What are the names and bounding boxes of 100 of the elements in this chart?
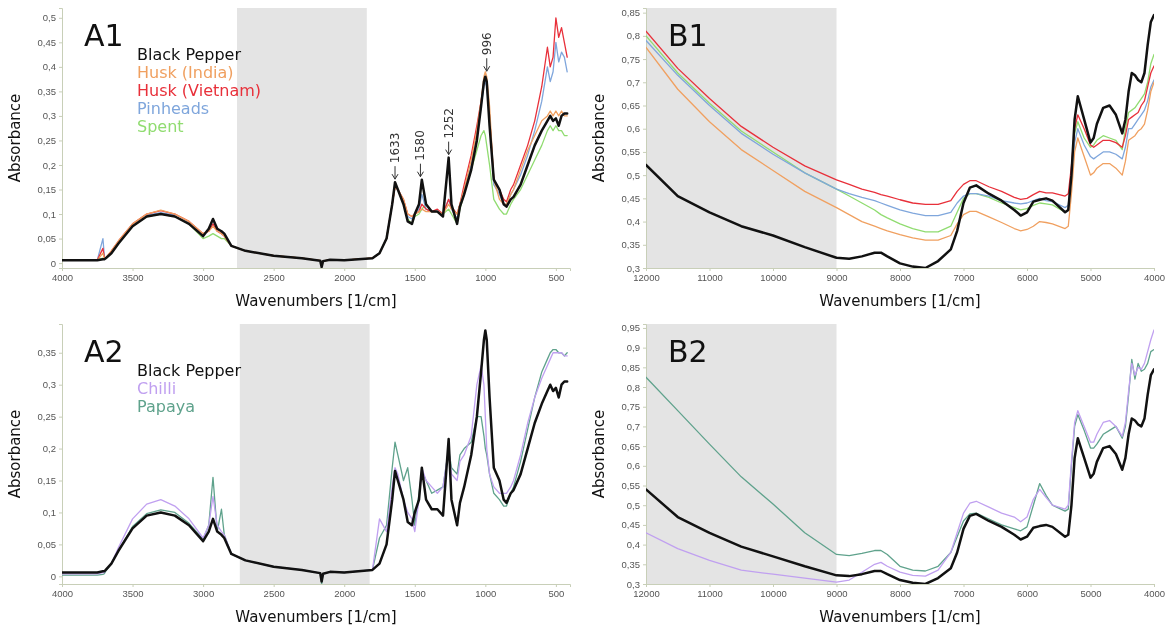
y-tick-label: 0,35	[621, 558, 640, 570]
y-tick-label: 0	[50, 570, 56, 582]
x-tick-label: 1000	[475, 271, 497, 283]
x-tick-label: 10000	[760, 271, 787, 283]
x-tick-label: 3000	[193, 271, 215, 283]
y-tick-label: 0,3	[626, 578, 640, 590]
y-tick-label: 0,55	[621, 146, 640, 158]
x-tick-label: 1500	[404, 587, 426, 599]
y-tick-label: 0,75	[621, 53, 640, 65]
y-axis-title: Absorbance	[6, 93, 24, 183]
annotation: 1580	[413, 130, 428, 161]
x-axis-title: Wavenumbers [1/cm]	[235, 608, 397, 626]
x-axis-title: Wavenumbers [1/cm]	[819, 292, 981, 310]
y-tick-label: 0,05	[37, 233, 56, 245]
y-tick-label: 0,85	[621, 7, 640, 19]
x-tick-label: 8000	[889, 587, 912, 599]
text: Pinheads	[137, 99, 210, 118]
y-tick-label: 0,4	[42, 61, 56, 73]
x-tick-label: 6000	[1016, 271, 1039, 283]
y-tick-label: 0,35	[621, 239, 640, 251]
text: Black Pepper	[137, 45, 242, 64]
y-tick-label: 0,3	[42, 379, 56, 391]
x-tick-label: 1500	[404, 271, 426, 283]
y-tick-label: 0,6	[626, 123, 640, 135]
y-tick-label: 0,1	[42, 506, 56, 518]
x-tick-label: 3500	[122, 587, 144, 599]
text: Black Pepper	[137, 361, 242, 380]
annotation: 1633	[388, 132, 403, 164]
x-tick-label: 11000	[697, 587, 723, 599]
text: Husk (Vietnam)	[137, 81, 262, 100]
y-tick-label: 0,5	[626, 499, 640, 511]
x-tick-label: 1000	[475, 587, 497, 599]
x-tick-label: 2500	[263, 271, 285, 283]
y-tick-label: 0,45	[621, 192, 640, 204]
annotation: 996	[479, 32, 494, 56]
y-tick-label: 0,9	[626, 342, 640, 354]
x-tick-label: 4000	[1143, 271, 1166, 283]
y-tick-label: 0	[50, 257, 56, 269]
y-axis-title: Absorbance	[590, 409, 608, 499]
y-tick-label: 0,4	[626, 539, 640, 551]
y-tick-label: 0,25	[37, 134, 56, 146]
chart-title: A2	[84, 334, 124, 369]
y-tick-label: 0,5	[42, 12, 56, 24]
x-tick-label: 8000	[889, 271, 912, 283]
x-tick-label: 4000	[51, 271, 74, 283]
text: Spent	[137, 117, 184, 136]
x-tick-label: 9000	[826, 587, 848, 599]
chart-title: A1	[84, 18, 124, 53]
x-tick-label: 2000	[334, 587, 356, 599]
y-tick-label: 0,05	[37, 538, 56, 550]
x-tick-label: 5000	[1080, 271, 1102, 283]
y-tick-label: 0,3	[626, 262, 640, 274]
x-tick-label: 3000	[193, 587, 215, 599]
x-tick-label: 500	[548, 587, 565, 599]
y-tick-label: 0,85	[621, 361, 640, 373]
x-tick-label: 2500	[263, 587, 285, 599]
y-tick-label: 0,5	[626, 169, 640, 181]
y-tick-label: 0,8	[626, 30, 640, 42]
y-tick-label: 0,15	[37, 184, 56, 196]
y-tick-label: 0,75	[621, 401, 640, 413]
text: Papaya	[137, 397, 195, 416]
y-tick-label: 0,95	[621, 322, 640, 334]
y-tick-label: 0,4	[626, 216, 640, 228]
text: Husk (India)	[137, 63, 234, 82]
x-tick-label: 500	[548, 271, 565, 283]
y-tick-label: 0,7	[626, 420, 640, 432]
y-tick-label: 0,35	[37, 347, 56, 359]
y-tick-label: 0,15	[37, 475, 56, 487]
x-tick-label: 2000	[334, 271, 356, 283]
x-tick-label: 7000	[953, 587, 975, 599]
chart-title: B1	[668, 18, 708, 53]
y-axis-title: Absorbance	[6, 409, 24, 499]
x-tick-label: 10000	[760, 587, 787, 599]
x-tick-label: 7000	[953, 271, 975, 283]
x-tick-label: 3500	[122, 271, 144, 283]
x-tick-label: 6000	[1016, 587, 1039, 599]
y-tick-label: 0,45	[37, 36, 56, 48]
y-tick-label: 0,2	[42, 159, 56, 171]
text: Chilli	[137, 379, 177, 398]
y-tick-label: 0,1	[42, 208, 56, 220]
y-axis-title: Absorbance	[590, 93, 608, 183]
x-tick-label: 9000	[826, 271, 848, 283]
chart-title: B2	[668, 334, 708, 369]
y-tick-label: 0,45	[621, 519, 640, 531]
y-tick-label: 0,3	[42, 110, 56, 122]
x-tick-label: 4000	[51, 587, 74, 599]
y-tick-label: 0,8	[626, 381, 640, 393]
y-tick-label: 0,35	[37, 85, 56, 97]
x-tick-label: 5000	[1080, 587, 1102, 599]
x-axis-title: Wavenumbers [1/cm]	[235, 292, 397, 310]
annotation: 1252	[441, 108, 456, 139]
x-tick-label: 11000	[697, 271, 723, 283]
y-tick-label: 0,65	[621, 100, 640, 112]
y-tick-label: 0,7	[626, 76, 640, 88]
y-tick-label: 0,25	[37, 411, 56, 423]
y-tick-label: 0,55	[621, 480, 640, 492]
x-tick-label: 4000	[1143, 587, 1166, 599]
y-tick-label: 0,65	[621, 440, 640, 452]
y-tick-label: 0,2	[42, 443, 56, 455]
x-axis-title: Wavenumbers [1/cm]	[819, 608, 981, 626]
